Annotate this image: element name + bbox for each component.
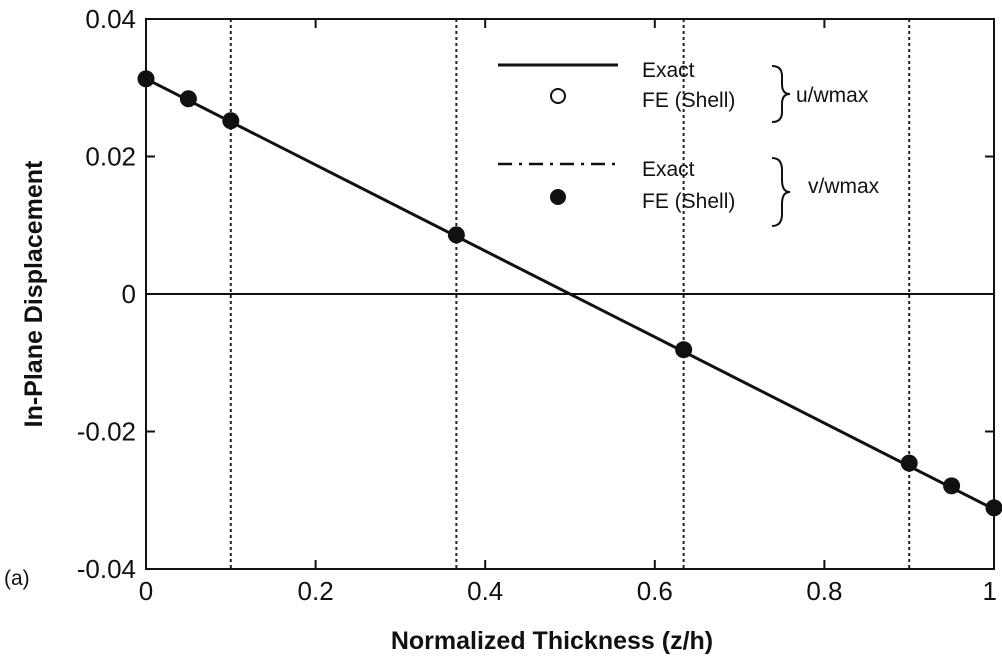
legend-label-v-exact: Exact [642,158,695,181]
x-axis-title: Normalized Thickness (z/h) [391,627,713,655]
vertical-reference-lines [229,19,911,569]
legend-group-label-v: v/wmax [808,175,880,198]
legend-brace-v [771,157,791,227]
series-group [137,70,1002,517]
y-axis-title: In-Plane Displacement [20,160,48,427]
x-tick-label-2: 0.4 [467,576,503,606]
panel-label: (a) [4,567,30,590]
y-tick-label-2: 0 [122,279,136,309]
data-point-4 [675,341,693,359]
legend: Exact FE (Shell) u/wmax Exact FE (Shell)… [498,59,880,227]
ticks-group [145,18,995,570]
y-tick-label-1: -0.02 [77,417,136,447]
legend-label-v-fe: FE (Shell) [642,190,735,213]
tick-labels-group: 0 0.2 0.4 0.6 0.8 1 -0.04 -0.02 0 0.02 0.04 [77,4,997,606]
data-point-5 [900,454,918,472]
x-tick-label-5: 1 [983,576,997,606]
data-point-2 [222,112,240,130]
legend-brace-u [771,65,791,123]
x-tick-label-4: 0.8 [806,576,842,606]
legend-label-u-exact: Exact [642,59,695,82]
x-tick-label-1: 0.2 [298,576,334,606]
series-line-exact [145,77,995,511]
legend-group-label-u: u/wmax [796,84,869,107]
legend-symbol-filled-circle [550,189,566,205]
legend-label-u-fe: FE (Shell) [642,89,735,112]
x-tick-label-0: 0 [139,576,153,606]
y-tick-label-4: 0.04 [85,4,136,34]
y-tick-label-3: 0.02 [85,142,136,172]
data-point-3 [447,226,465,244]
y-tick-label-0: -0.04 [77,554,136,584]
x-tick-label-3: 0.6 [637,576,673,606]
legend-symbol-open-circle [550,88,566,104]
data-point-1 [179,90,197,108]
data-point-6 [943,477,961,495]
